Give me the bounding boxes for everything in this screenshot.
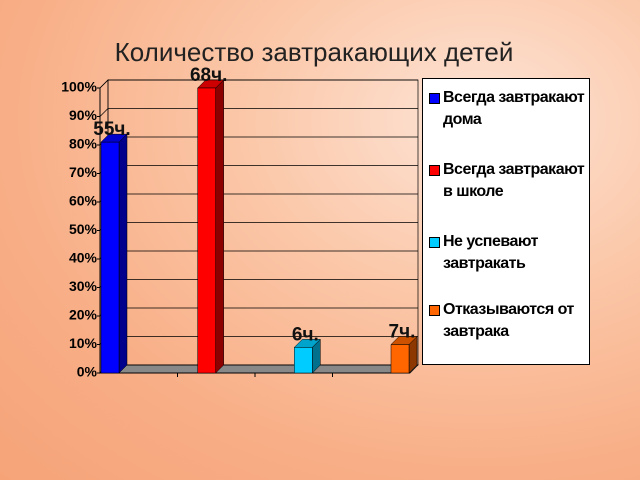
bar-side — [215, 79, 224, 374]
y-tick-label: 90% — [69, 107, 98, 123]
y-tick-label: 70% — [69, 164, 98, 180]
bar — [100, 133, 128, 374]
bar-front — [197, 87, 216, 374]
bar-front — [390, 344, 410, 374]
bar — [197, 79, 225, 374]
grid-line — [99, 193, 418, 203]
legend-swatch — [429, 93, 440, 104]
bar-side — [118, 133, 128, 374]
legend-label: Всегда завтракают дома — [443, 89, 585, 128]
chart-title: Количество завтракающих детей — [115, 37, 514, 67]
data-label: 55ч. — [93, 119, 130, 140]
bar-front — [294, 347, 313, 374]
y-tick-label: 100% — [61, 79, 97, 95]
y-tick-label: 10% — [69, 335, 98, 351]
grid-line — [99, 307, 418, 317]
data-label: 7ч. — [389, 322, 416, 343]
legend-entry: Всегда завтракают в школе — [429, 159, 587, 203]
y-tick-label: 80% — [69, 136, 98, 152]
y-tick-label: 40% — [69, 250, 98, 266]
legend-entry: Не успевают завтракать — [429, 231, 587, 275]
legend-swatch — [429, 165, 440, 176]
legend-entry: Отказываются от завтрака — [429, 299, 587, 343]
y-tick-label: 60% — [69, 193, 98, 209]
bar-front — [100, 141, 120, 374]
grid-line — [99, 108, 418, 117]
grid-line — [99, 222, 418, 231]
grid-line — [99, 279, 418, 288]
data-label: 68ч. — [190, 65, 227, 86]
grid-line — [99, 79, 418, 89]
bar — [390, 335, 418, 374]
grid-line — [99, 250, 418, 260]
y-tick-label: 20% — [69, 307, 98, 323]
y-tick-label: 50% — [69, 221, 98, 237]
legend-entry: Всегда завтракают дома — [429, 87, 587, 131]
grid-line — [99, 165, 418, 174]
data-label: 6ч. — [292, 324, 319, 345]
legend-label: Всегда завтракают в школе — [443, 161, 585, 200]
y-tick-label: 0% — [77, 364, 98, 380]
bar — [293, 338, 321, 374]
y-tick-label: 30% — [69, 278, 98, 294]
legend-swatch — [429, 237, 440, 248]
legend: Всегда завтракают дома Всегда завтракают … — [422, 78, 590, 365]
legend-swatch — [429, 305, 440, 316]
floor — [99, 364, 419, 374]
grid-line — [99, 336, 418, 345]
grid-line — [99, 136, 418, 146]
legend-label: Отказываются от завтрака — [443, 301, 574, 340]
legend-label: Не успевают завтракать — [443, 233, 538, 272]
